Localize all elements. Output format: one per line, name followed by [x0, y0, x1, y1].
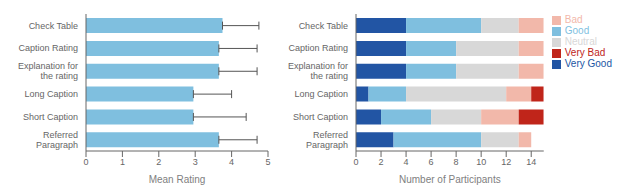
- svg-text:Short Caption: Short Caption: [23, 112, 78, 122]
- svg-text:2: 2: [156, 157, 161, 167]
- svg-text:10: 10: [476, 157, 486, 167]
- svg-text:Caption Rating: Caption Rating: [288, 43, 348, 53]
- svg-text:Explanation forthe rating: Explanation forthe rating: [288, 61, 348, 81]
- svg-text:Check Table: Check Table: [29, 21, 78, 31]
- html-text:Good: Good: [564, 25, 590, 36]
- svg-text:3: 3: [193, 157, 198, 167]
- svg-text:Long Caption: Long Caption: [24, 89, 78, 99]
- svg-text:ReferredParagraph: ReferredParagraph: [306, 130, 348, 150]
- svg-text:12: 12: [501, 157, 511, 167]
- svg-text:4: 4: [404, 157, 409, 167]
- svg-text:Mean Rating: Mean Rating: [149, 174, 206, 185]
- svg-text:8: 8: [454, 157, 459, 167]
- svg-text:5: 5: [265, 157, 270, 167]
- svg-text:0: 0: [353, 157, 358, 167]
- svg-text:Long Caption: Long Caption: [294, 89, 348, 99]
- svg-text:2: 2: [379, 157, 384, 167]
- svg-text:0: 0: [83, 157, 88, 167]
- svg-text:4: 4: [229, 157, 234, 167]
- html-text:Bad: Bad: [564, 14, 583, 25]
- svg-text:Explanation forthe rating: Explanation forthe rating: [18, 61, 78, 81]
- svg-text:6: 6: [429, 157, 434, 167]
- svg-text:1: 1: [120, 157, 125, 167]
- svg-text:Check Table: Check Table: [299, 21, 348, 31]
- svg-text:Number of Participants: Number of Participants: [399, 174, 501, 185]
- svg-text:Short Caption: Short Caption: [293, 112, 348, 122]
- svg-text:14: 14: [526, 157, 536, 167]
- svg-text:Caption Rating: Caption Rating: [18, 43, 78, 53]
- html-text:Neutral: Neutral: [564, 36, 597, 47]
- svg-text:ReferredParagraph: ReferredParagraph: [36, 130, 78, 150]
- html-text:Very Good: Very Good: [564, 58, 612, 69]
- html-text:Very Bad: Very Bad: [564, 47, 606, 58]
